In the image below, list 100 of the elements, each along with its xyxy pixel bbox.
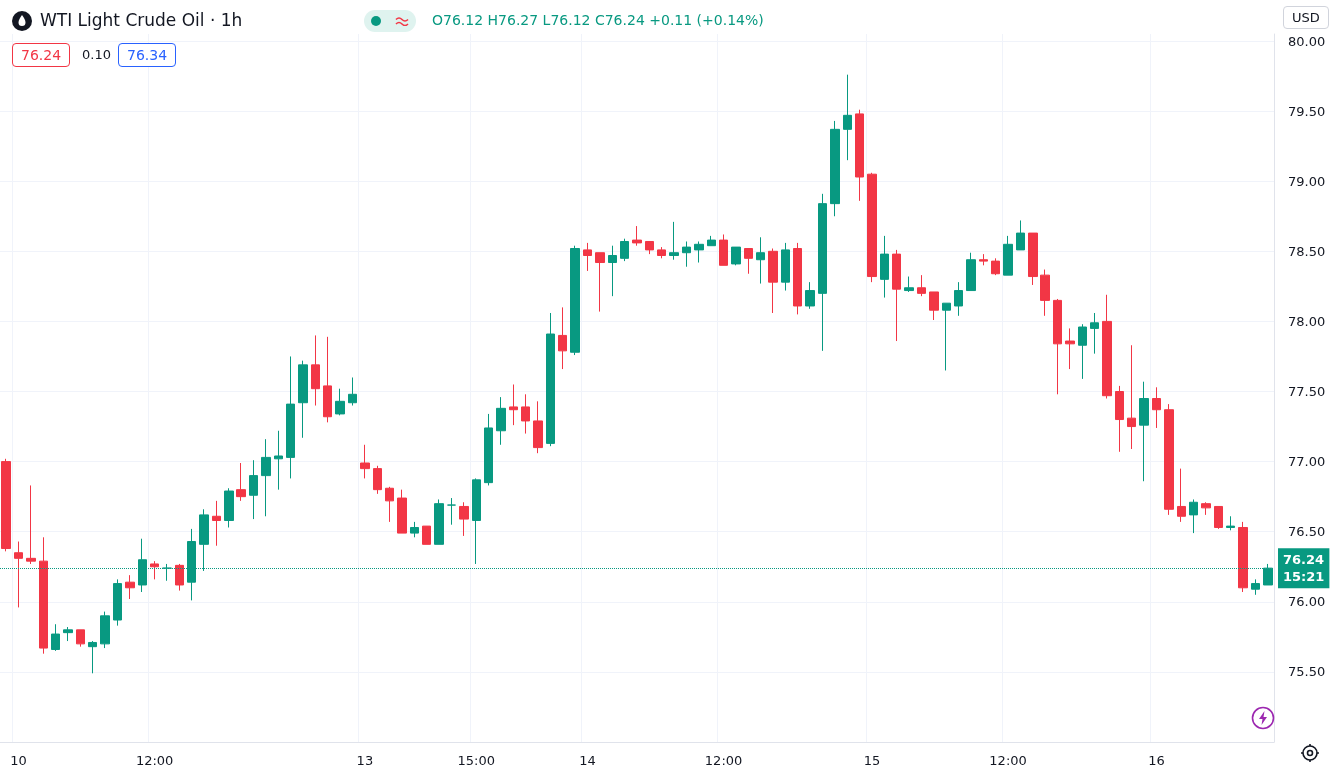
candlestick — [447, 497, 456, 526]
candlestick — [805, 281, 815, 310]
candlestick — [434, 498, 444, 545]
candlestick — [1053, 298, 1062, 395]
candlestick — [348, 376, 357, 407]
candlestick — [867, 172, 877, 283]
candlestick — [1152, 386, 1161, 429]
candlestick — [100, 611, 110, 649]
candlestick — [1028, 232, 1038, 286]
candlestick — [385, 486, 394, 523]
x-tick-label: 14 — [579, 753, 596, 768]
candlestick — [1078, 323, 1087, 380]
candlestick — [311, 334, 320, 407]
candlestick — [966, 252, 976, 292]
annotation: 76.24 — [12, 43, 71, 67]
ref-line-label: 76.24 15:21 — [1283, 552, 1325, 585]
candlestick — [744, 248, 753, 275]
candlestick — [904, 276, 914, 293]
y-tick-label: 76.00 — [1288, 594, 1326, 610]
y-tick-label: 78.50 — [1288, 243, 1326, 259]
candlestick — [682, 240, 691, 268]
candlestick — [645, 240, 654, 255]
candlestick — [1102, 294, 1112, 400]
candlestick — [521, 393, 530, 435]
candlestick — [212, 500, 221, 547]
y-tick-label: 76.50 — [1288, 524, 1326, 540]
x-tick-label: 12:00 — [989, 753, 1027, 768]
candlestick — [843, 74, 852, 161]
candlestick — [608, 245, 617, 297]
candlestick — [768, 248, 778, 314]
candlestick — [484, 413, 493, 486]
candlestick — [880, 235, 889, 299]
candlestick — [669, 221, 679, 261]
candlestick — [274, 430, 283, 491]
candlestick — [422, 525, 431, 545]
candlestick — [1177, 468, 1186, 523]
candlestick — [818, 193, 827, 352]
y-tick-label: 77.00 — [1288, 454, 1326, 470]
candlestick — [1189, 498, 1198, 534]
candlestick — [459, 501, 469, 537]
candlestick — [731, 246, 741, 266]
candlestick — [620, 238, 629, 262]
candlestick — [570, 245, 580, 356]
candlestick — [632, 225, 642, 247]
x-tick-label: 16 — [1148, 753, 1165, 768]
candlestick — [707, 235, 716, 247]
candlestick — [558, 306, 567, 370]
candlestick — [496, 396, 506, 446]
candlestick — [175, 563, 184, 592]
candlestick — [830, 120, 840, 217]
candlestick — [373, 465, 382, 495]
candlestick — [1065, 327, 1075, 370]
x-tick-label: 13 — [356, 753, 374, 768]
candlestick — [51, 623, 60, 652]
x-tick-label: 15 — [863, 753, 881, 768]
x-tick-label: 10 — [10, 753, 27, 768]
y-tick-label: 79.00 — [1288, 173, 1326, 189]
candlestick — [1251, 578, 1260, 596]
candlestick — [1115, 385, 1124, 453]
y-tick-label: 78.00 — [1288, 313, 1326, 329]
candlestick — [719, 233, 728, 266]
chart-title: WTI Light Crude Oil · 1h — [40, 10, 243, 30]
candlestick — [1201, 501, 1211, 516]
candlestick — [63, 626, 73, 642]
candlestick — [892, 249, 901, 342]
candlestick — [991, 257, 1000, 276]
candlestick — [1226, 515, 1235, 531]
candlestick — [1139, 381, 1149, 482]
candlestick — [694, 240, 704, 264]
x-tick-label: 15:00 — [457, 753, 495, 768]
y-tick-label: 79.50 — [1288, 103, 1326, 119]
candlestick — [1016, 219, 1025, 251]
candlestick — [929, 291, 939, 321]
candlestick — [756, 236, 765, 285]
candlestick — [657, 246, 666, 259]
text: O76.12 H76.27 L76.12 C76.24 +0.11 (+0.14%) — [432, 12, 764, 28]
candlestick — [595, 252, 605, 313]
candlestick — [533, 400, 543, 454]
text: USD — [1283, 6, 1329, 29]
candlestick — [954, 281, 963, 317]
candlestick — [583, 242, 592, 272]
candlestick — [1238, 521, 1248, 593]
candlestick — [360, 444, 370, 479]
candlestick — [546, 312, 555, 447]
y-tick-label: 77.50 — [1288, 384, 1326, 400]
candlestick — [224, 487, 234, 528]
candlestick — [410, 521, 419, 538]
candlestick — [979, 253, 988, 266]
candlestick — [781, 242, 790, 292]
candlestick — [76, 629, 85, 648]
candlestick — [26, 484, 36, 565]
candlestick — [298, 360, 308, 439]
candlestick — [113, 578, 122, 627]
candlestick — [917, 274, 926, 297]
candlestick — [236, 462, 246, 502]
candlestick — [261, 438, 271, 517]
candlestick — [472, 477, 481, 565]
candlestick — [1, 458, 11, 552]
candlestick — [509, 384, 518, 426]
x-tick-label: 12:00 — [704, 753, 743, 768]
